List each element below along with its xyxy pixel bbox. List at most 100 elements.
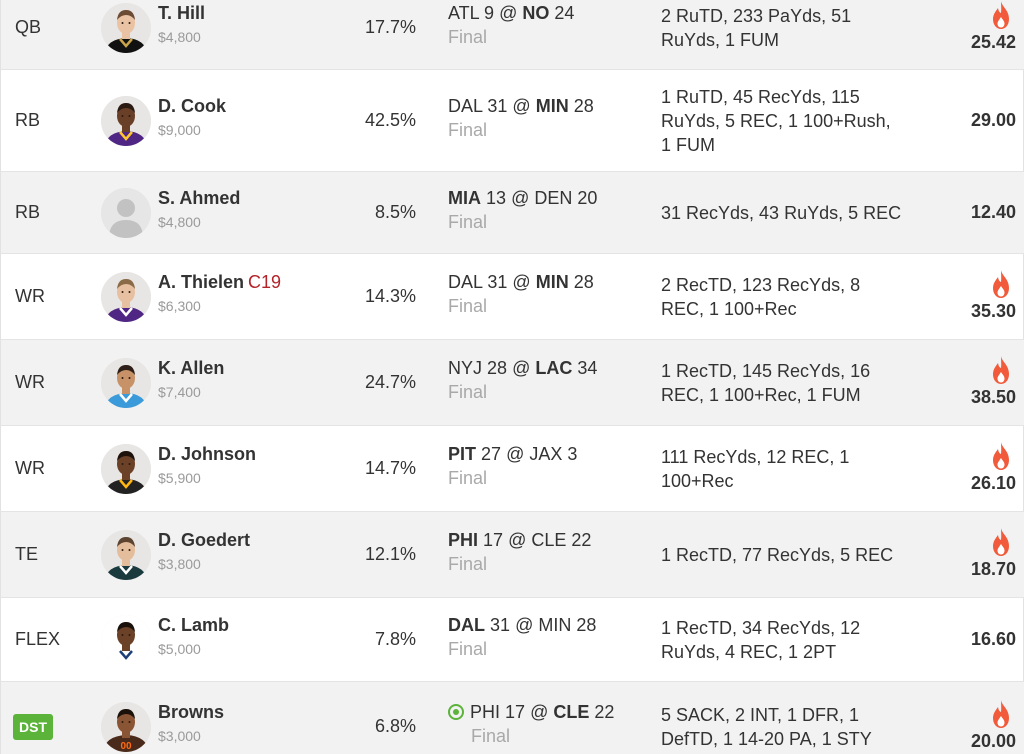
player-stat-line: 31 RecYds, 43 RuYds, 5 REC <box>661 201 911 225</box>
position-label: WR <box>15 458 45 478</box>
ownership-percent: 42.5% <box>364 110 416 130</box>
stat-line: RuYds, 4 REC, 1 2PT <box>661 642 837 662</box>
ownership-percent: 14.3% <box>364 286 416 306</box>
player-name[interactable]: Browns <box>158 702 225 722</box>
player-salary: $3,800 <box>158 556 201 572</box>
player-avatar[interactable] <box>101 3 151 53</box>
position-label: RB <box>15 202 41 222</box>
player-row-wr[interactable]: WR D. Johnson $5,900 14.7% PIT 27 @ JAX 3 Fin… <box>1 426 1024 512</box>
fantasy-points: 18.70 <box>970 559 1016 579</box>
player-stat-line: 1 RecTD, 145 RecYds, 16 REC, 1 100+Rec, 1… <box>661 359 911 407</box>
player-stat-line: 1 RuTD, 45 RecYds, 115 RuYds, 5 REC, 1 10… <box>661 85 911 157</box>
fire-icon <box>989 269 1013 299</box>
stat-line: 31 RecYds, 43 RuYds, 5 REC <box>661 203 902 223</box>
game-status: Final <box>448 554 488 574</box>
position-label: QB <box>15 17 42 37</box>
player-row-rb[interactable]: RB D. Cook $9,000 42.5% DAL 31 @ MIN 28 Final… <box>1 70 1024 172</box>
live-indicator-icon <box>448 704 464 720</box>
position-label: RB <box>15 110 41 130</box>
stat-line: 1 RecTD, 145 RecYds, 16 <box>661 361 871 381</box>
game-matchup: ATL 9 @ NO 24 <box>448 3 575 23</box>
player-row-wr[interactable]: WR K. Allen $7,400 24.7% NYJ 28 @ LAC 34 Fina… <box>1 340 1024 426</box>
player-avatar[interactable] <box>101 188 151 238</box>
player-name[interactable]: S. Ahmed <box>158 188 241 208</box>
stat-line: RuYds, 1 FUM <box>661 30 780 50</box>
stat-line: RuYds, 5 REC, 1 100+Rush, <box>661 111 891 131</box>
position-label: WR <box>15 372 45 392</box>
player-stat-line: 111 RecYds, 12 REC, 1 100+Rec <box>661 445 911 493</box>
game-matchup: PIT 27 @ JAX 3 <box>448 444 578 464</box>
player-row-qb[interactable]: QB T. Hill $4,800 17.7% ATL 9 @ NO 24 Final 2 … <box>1 0 1024 70</box>
game-status: Final <box>448 27 488 47</box>
game-matchup: MIA 13 @ DEN 20 <box>448 188 598 208</box>
game-matchup: DAL 31 @ MIN 28 <box>448 96 594 116</box>
player-stat-line: 1 RecTD, 34 RecYds, 12 RuYds, 4 REC, 1 2P… <box>661 616 911 664</box>
ownership-percent: 6.8% <box>374 716 416 736</box>
game-status: Final <box>448 212 488 232</box>
fantasy-points: 16.60 <box>970 629 1016 649</box>
player-stat-line: 1 RecTD, 77 RecYds, 5 REC <box>661 543 911 567</box>
game-matchup: DAL 31 @ MIN 28 <box>448 272 594 292</box>
game-status: Final <box>448 468 488 488</box>
player-avatar[interactable] <box>101 530 151 580</box>
player-name[interactable]: D. Cook <box>158 96 227 116</box>
fire-icon <box>989 699 1013 729</box>
game-matchup: NYJ 28 @ LAC 34 <box>448 358 598 378</box>
fantasy-points: 35.30 <box>970 301 1016 321</box>
game-matchup: PHI 17 @ CLE 22 <box>448 702 614 723</box>
player-row-dst[interactable]: DST 00 Browns $3,000 6.8% PHI 17 @ CLE 22 Fina… <box>1 682 1024 754</box>
player-row-te[interactable]: TE D. Goedert $3,800 12.1% PHI 17 @ CLE 22 Fi… <box>1 512 1024 598</box>
stat-line: 1 RecTD, 34 RecYds, 12 <box>661 618 861 638</box>
fantasy-points: 38.50 <box>970 387 1016 407</box>
stat-line: 111 RecYds, 12 REC, 1 <box>661 447 850 467</box>
player-name[interactable]: D. Johnson <box>158 444 256 464</box>
player-avatar[interactable]: 00 <box>101 702 151 752</box>
player-salary: $7,400 <box>158 384 201 400</box>
fantasy-points: 25.42 <box>970 32 1016 52</box>
position-label: FLEX <box>15 629 61 649</box>
position-label: WR <box>15 286 45 306</box>
stat-line: 5 SACK, 2 INT, 1 DFR, 1 <box>661 705 860 725</box>
fire-icon <box>989 355 1013 385</box>
game-matchup: PHI 17 @ CLE 22 <box>448 530 592 550</box>
player-row-rb[interactable]: RB S. Ahmed $4,800 8.5% MIA 13 @ DEN 20 Final… <box>1 172 1024 254</box>
player-name[interactable]: A. Thielen C19 <box>158 272 282 292</box>
game-status: Final <box>448 120 488 140</box>
player-avatar[interactable] <box>101 358 151 408</box>
ownership-percent: 17.7% <box>364 17 416 37</box>
player-stat-line: 2 RuTD, 233 PaYds, 51 RuYds, 1 FUM <box>661 4 911 52</box>
fantasy-points: 29.00 <box>970 110 1016 130</box>
player-name[interactable]: C. Lamb <box>158 615 230 635</box>
player-stat-line: 2 RecTD, 123 RecYds, 8 REC, 1 100+Rec <box>661 273 911 321</box>
player-salary: $6,300 <box>158 298 201 314</box>
player-row-wr[interactable]: WR A. Thielen C19 $6,300 14.3% DAL 31 @ MIN 2… <box>1 254 1024 340</box>
player-name[interactable]: T. Hill <box>158 3 206 23</box>
position-badge: DST <box>13 714 53 740</box>
stat-line: 100+Rec <box>661 471 734 491</box>
player-row-flex[interactable]: FLEX C. Lamb $5,000 7.8% DAL 31 @ MIN 28 Fina… <box>1 598 1024 682</box>
player-stat-line: 5 SACK, 2 INT, 1 DFR, 1 DefTD, 1 14-20 PA… <box>661 703 911 751</box>
position-label: TE <box>15 544 39 564</box>
player-salary: $4,800 <box>158 214 201 230</box>
svg-text:00: 00 <box>120 741 132 752</box>
stat-line: DefTD, 1 14-20 PA, 1 STY <box>661 729 872 749</box>
player-salary: $4,800 <box>158 29 201 45</box>
stat-line: 2 RuTD, 233 PaYds, 51 <box>661 6 852 26</box>
player-avatar[interactable] <box>101 96 151 146</box>
stat-line: REC, 1 100+Rec <box>661 299 797 319</box>
ownership-percent: 7.8% <box>374 629 416 649</box>
game-matchup: DAL 31 @ MIN 28 <box>448 615 597 635</box>
game-status: Final <box>448 382 488 402</box>
player-salary: $9,000 <box>158 122 201 138</box>
player-avatar[interactable] <box>101 444 151 494</box>
player-name[interactable]: K. Allen <box>158 358 225 378</box>
ownership-percent: 12.1% <box>364 544 416 564</box>
player-name[interactable]: D. Goedert <box>158 530 251 550</box>
player-avatar[interactable] <box>101 615 151 665</box>
game-status: Final <box>448 296 488 316</box>
ownership-percent: 24.7% <box>364 372 416 392</box>
player-avatar[interactable] <box>101 272 151 322</box>
fire-icon <box>989 0 1013 30</box>
fantasy-points: 12.40 <box>970 202 1016 222</box>
